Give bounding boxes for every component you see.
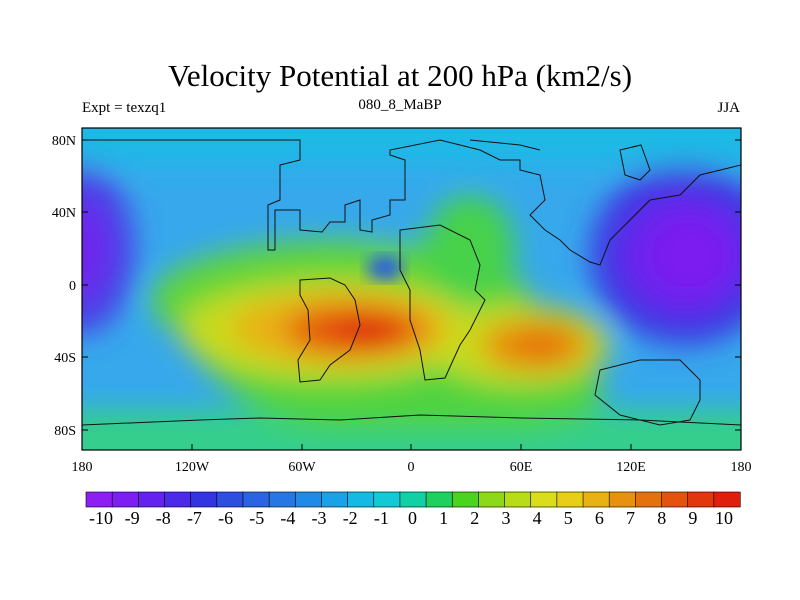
colorbar-label: 10	[715, 508, 733, 528]
colorbar-label: -6	[218, 508, 233, 528]
longitude-axis: 180 120W 60W 0 60E 120E 180	[72, 444, 752, 475]
lon-label-60e: 60E	[510, 460, 533, 475]
lat-label-40s: 40S	[54, 351, 76, 366]
colorbar-label: -7	[187, 508, 202, 528]
colorbar-swatch	[635, 491, 663, 508]
coastline-south-america	[297, 277, 361, 383]
colorbar-swatch	[294, 491, 323, 508]
colorbar-swatch	[164, 491, 192, 508]
colorbar-swatch	[556, 491, 584, 508]
coastline-north	[82, 139, 741, 266]
east-low-core	[650, 217, 730, 293]
west-low-core	[82, 200, 110, 300]
latitude-axis: 80N 40N 0 40S 80S	[52, 134, 741, 439]
colorbar-swatch	[321, 491, 349, 508]
colorbar-label: -3	[312, 508, 327, 528]
colorbar-label: -8	[156, 508, 171, 528]
green-africa	[425, 195, 515, 305]
lon-label-120w: 120W	[175, 460, 210, 475]
colorbar-swatch	[608, 491, 636, 508]
colorbar-swatch	[425, 491, 453, 508]
coastline-australia	[594, 359, 701, 426]
colorbar	[85, 491, 741, 508]
lat-label-40n: 40N	[52, 206, 76, 221]
lon-label-60w: 60W	[288, 460, 316, 475]
colorbar-swatch	[530, 491, 558, 508]
velocity-potential-field	[82, 128, 741, 450]
colorbar-swatch	[138, 491, 166, 508]
colorbar-label: -1	[374, 508, 389, 528]
lon-label-180w: 180	[72, 460, 93, 475]
red-east	[510, 331, 570, 361]
coastline-antarctica	[82, 414, 741, 426]
colorbar-labels: -10 -9 -8 -7 -6 -5 -4 -3 -2 -1 0 1 2 3 4 5 6 7 8 9 10	[89, 508, 733, 528]
colorbar-swatch	[687, 491, 715, 508]
colorbar-swatch	[268, 491, 296, 508]
colorbar-label: 5	[564, 508, 573, 528]
lon-label-180e: 180	[731, 460, 752, 475]
north-band	[82, 128, 741, 165]
colorbar-swatch	[347, 491, 375, 508]
colorbar-swatch	[111, 491, 139, 508]
coastline-africa	[399, 224, 486, 381]
colorbar-swatch	[582, 491, 610, 508]
colorbar-swatch	[504, 491, 532, 508]
colorbar-label: 7	[626, 508, 635, 528]
colorbar-label: 3	[501, 508, 510, 528]
colorbar-swatch	[373, 491, 401, 508]
colorbar-label: -4	[280, 508, 295, 528]
colorbar-label: 0	[408, 508, 417, 528]
colorbar-label: -5	[249, 508, 264, 528]
colorbar-swatch	[216, 491, 244, 508]
experiment-label: Expt = texzq1	[82, 100, 167, 116]
plot-title: Velocity Potential at 200 hPa (km2/s)	[167, 58, 633, 93]
colorbar-swatch	[242, 491, 270, 508]
colorbar-label: 6	[595, 508, 604, 528]
colorbar-swatch	[190, 491, 218, 508]
colorbar-label: 9	[688, 508, 697, 528]
colorbar-label: 1	[439, 508, 448, 528]
colorbar-label: -10	[89, 508, 113, 528]
field-shading	[82, 128, 741, 450]
season-label: JJA	[717, 100, 740, 116]
coastline-arctic	[469, 139, 541, 151]
colorbar-label: 8	[657, 508, 666, 528]
colorbar-swatch	[478, 491, 506, 508]
lon-label-0: 0	[408, 460, 415, 475]
central-low-core	[367, 256, 403, 280]
colorbar-swatch	[85, 491, 113, 508]
colorbar-swatch	[661, 491, 689, 508]
coastlines	[82, 139, 741, 426]
colorbar-swatch	[399, 491, 427, 508]
colorbar-label: 2	[470, 508, 479, 528]
colorbar-swatch	[451, 491, 479, 508]
lat-label-80n: 80N	[52, 134, 76, 149]
west-low	[82, 165, 135, 335]
lat-label-80s: 80S	[54, 424, 76, 439]
max-core	[333, 318, 397, 346]
lon-label-120e: 120E	[616, 460, 646, 475]
colorbar-label: -9	[125, 508, 140, 528]
coastline-greenland	[619, 144, 651, 181]
period-label: 080_8_MaBP	[358, 97, 442, 113]
colorbar-label: 4	[533, 508, 542, 528]
lat-label-0: 0	[69, 279, 76, 294]
colorbar-swatch	[713, 491, 741, 508]
colorbar-label: -2	[343, 508, 358, 528]
